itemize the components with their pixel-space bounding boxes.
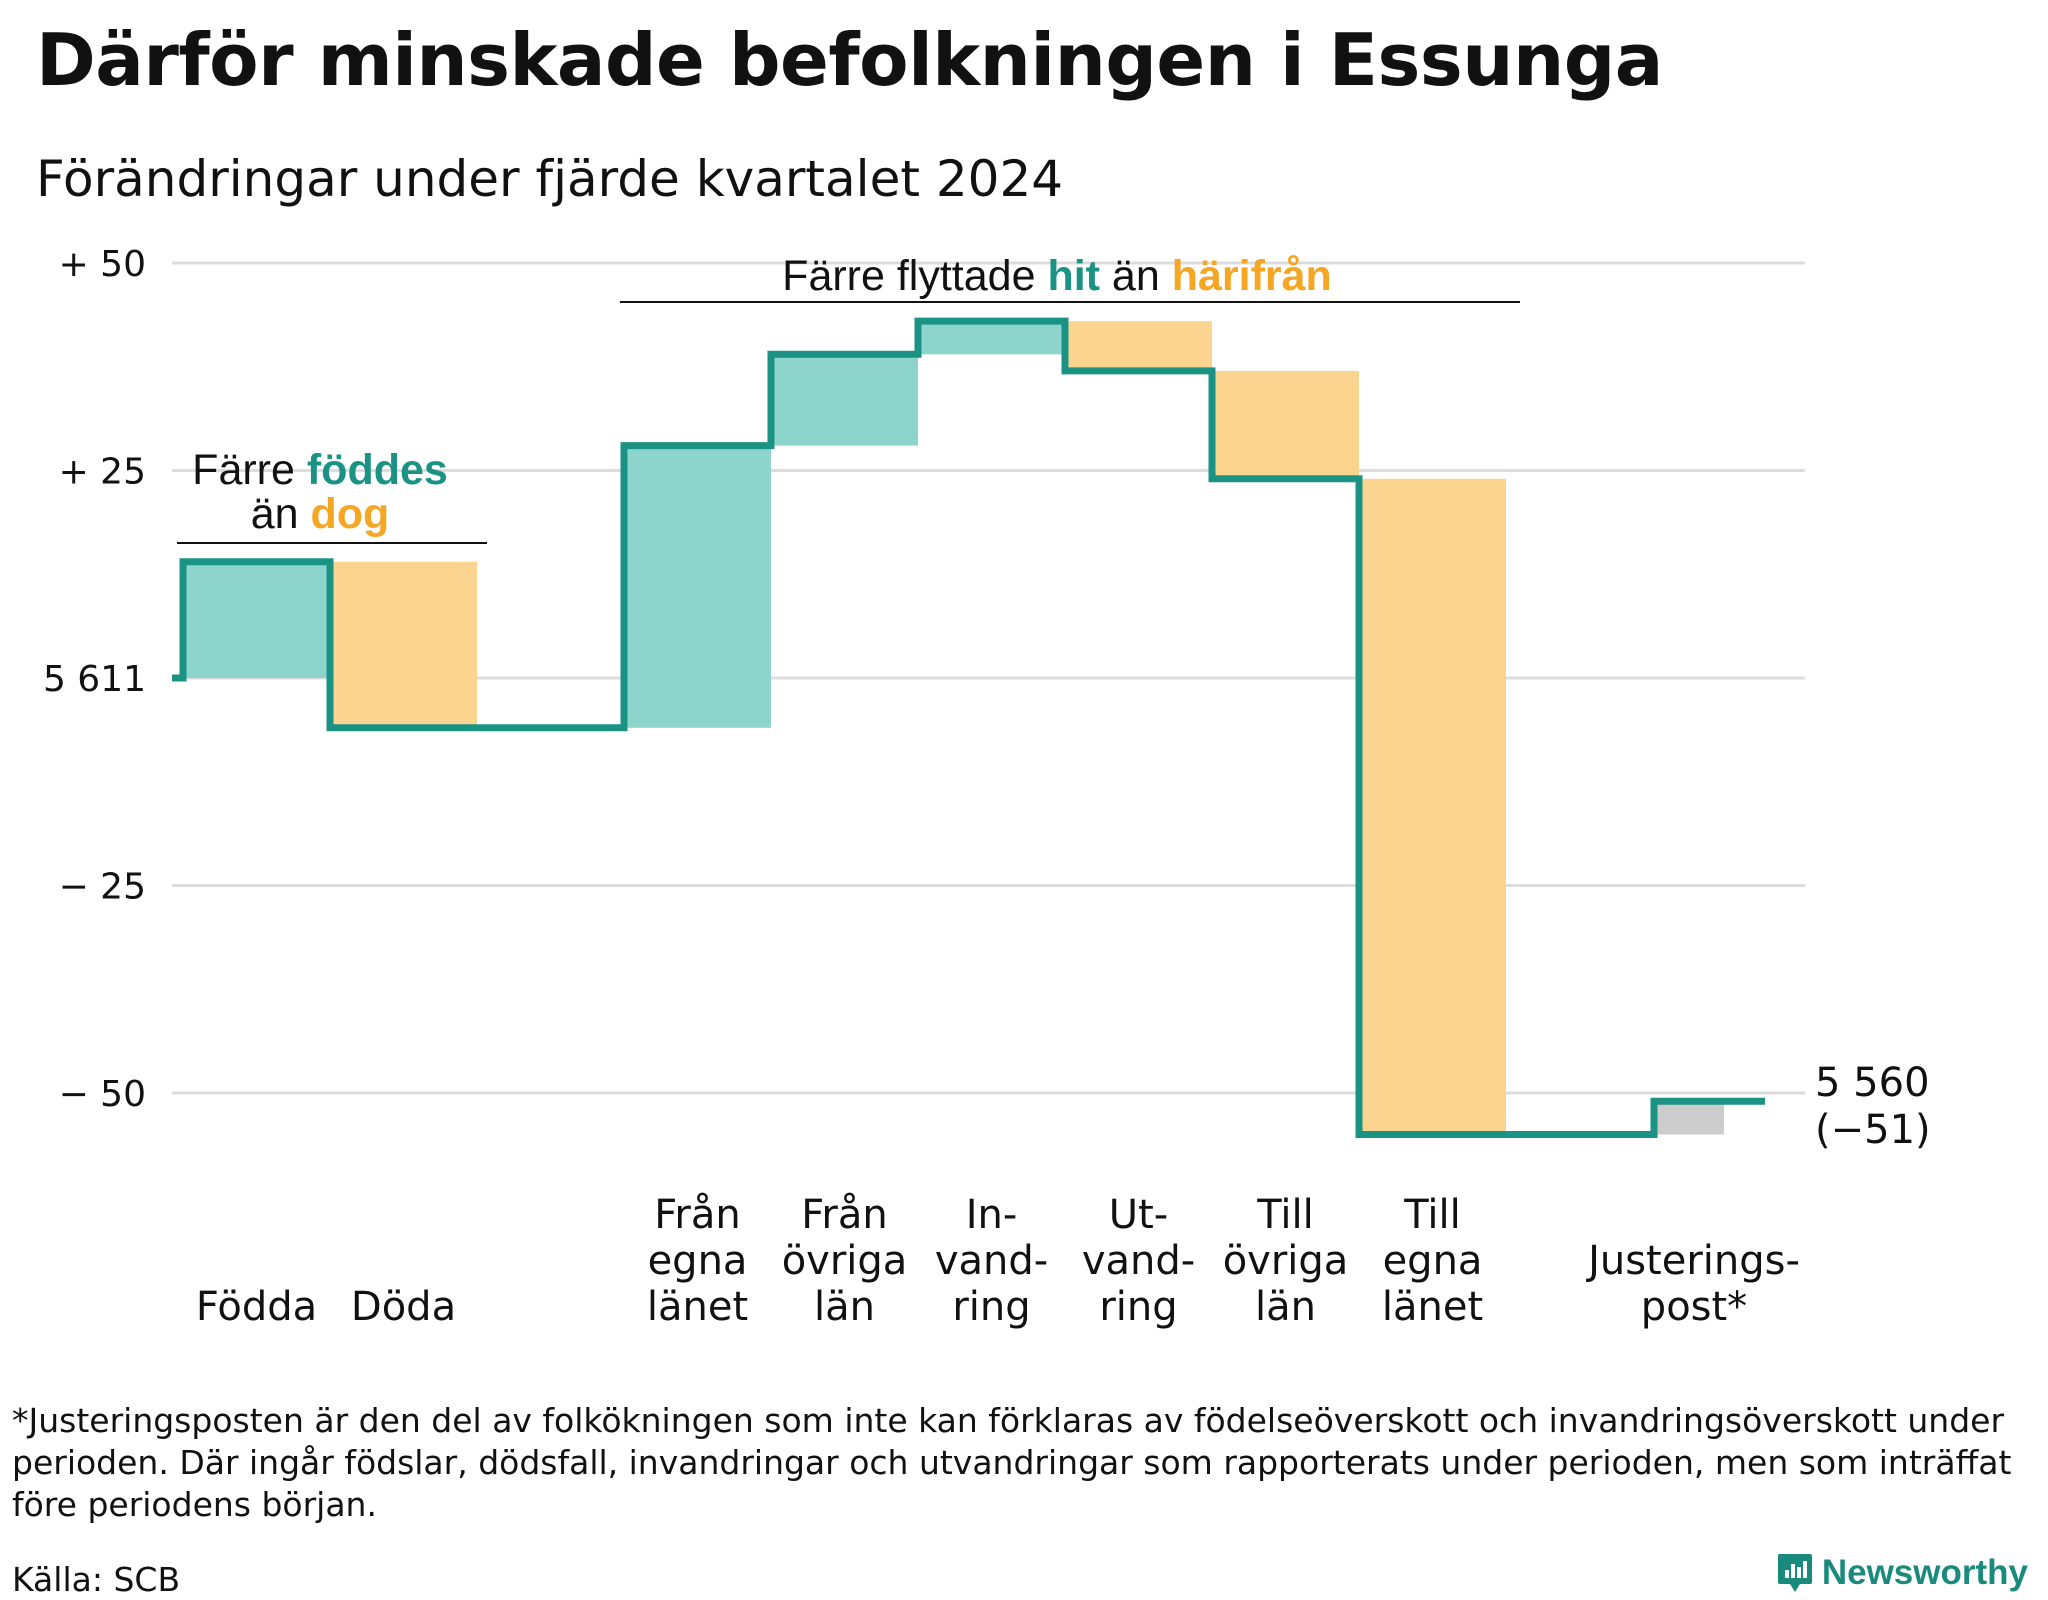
y-tick-label: + 25 [59, 452, 146, 493]
y-tick-labels: + 50 + 25 5 611 − 25 − 50 [43, 244, 146, 1115]
end-labels: 5 560(−51) [1815, 1060, 1931, 1153]
chart-subtitle: Förändringar under fjärde kvartalet 2024 [36, 150, 1064, 208]
annotation-text: Färre föddes [192, 446, 448, 494]
bar-increase [183, 561, 330, 678]
category-labels: Födda DödaFrånegnalänetFrånövrigalänIn-va… [196, 1192, 1800, 1330]
category-label: Döda [351, 1284, 456, 1330]
bar-decrease [1359, 478, 1506, 1135]
category-label: Födda [196, 1284, 317, 1330]
footnote: *Justeringsposten är den del av folkökni… [12, 1401, 2012, 1524]
bar-increase [624, 445, 771, 728]
waterfall-chart: + 50+ 255 611− 25− 50 Födda DödaFrånegnal… [43, 244, 1931, 1330]
annotation-span: dog [310, 490, 389, 538]
annotation-text: Färre flyttade hit än härifrån [782, 252, 1332, 300]
category-label: län [1255, 1284, 1316, 1330]
bar-decrease [330, 561, 477, 728]
bar-decrease [1212, 370, 1359, 479]
category-label: länet [647, 1284, 748, 1330]
running-total-path [172, 317, 1765, 1138]
newsworthy-logo-icon [1777, 1554, 1812, 1592]
category-label: övriga [1223, 1238, 1349, 1284]
y-tick-label: 5 611 [43, 659, 146, 700]
brand-logo: Newsworthy [1776, 1552, 2028, 1594]
brand-name: Newsworthy [1821, 1553, 2028, 1592]
end-change-label: (−51) [1815, 1107, 1931, 1153]
y-tick-label: − 50 [59, 1074, 146, 1115]
gridlines [172, 261, 1805, 1095]
category-label: Till [1403, 1192, 1461, 1238]
annotation-text: än dog [251, 490, 390, 538]
bar-adjustment [1654, 1101, 1724, 1135]
annotation-span: föddes [307, 446, 448, 494]
category-label: egna [1383, 1238, 1483, 1284]
category-label: Till [1256, 1192, 1314, 1238]
chart-title: Därför minskade befolkningen i Essunga [36, 18, 1663, 102]
category-label: Från [801, 1192, 887, 1238]
category-label: vand- [935, 1238, 1048, 1284]
category-label: ring [952, 1284, 1030, 1330]
category-label: län [814, 1284, 875, 1330]
y-tick-label: + 50 [59, 244, 146, 285]
category-label: post* [1641, 1284, 1747, 1330]
annotation-span: härifrån [1172, 252, 1332, 300]
category-label: ring [1099, 1284, 1177, 1330]
annotation-span: Färre flyttade [782, 252, 1047, 300]
annotation-span: hit [1047, 252, 1100, 300]
bar-increase [918, 321, 1065, 355]
bar-decrease [1065, 321, 1212, 371]
category-label: övriga [782, 1238, 908, 1284]
category-label: egna [648, 1238, 748, 1284]
category-label: vand- [1082, 1238, 1195, 1284]
category-label: Från [654, 1192, 740, 1238]
annotation-span: än [251, 490, 311, 538]
source-label: Källa: SCB [12, 1560, 181, 1599]
category-label: In- [966, 1192, 1018, 1238]
category-label: Justerings- [1585, 1238, 1800, 1284]
category-label: Ut- [1109, 1192, 1168, 1238]
running-total-line [172, 317, 1765, 1138]
end-value-label: 5 560 [1815, 1060, 1930, 1106]
annotation-span: än [1100, 252, 1172, 300]
bars [183, 321, 1724, 1135]
annotation-span: Färre [192, 446, 307, 494]
bar-increase [771, 354, 918, 446]
category-label: länet [1382, 1284, 1483, 1330]
y-tick-label: − 25 [59, 867, 146, 908]
